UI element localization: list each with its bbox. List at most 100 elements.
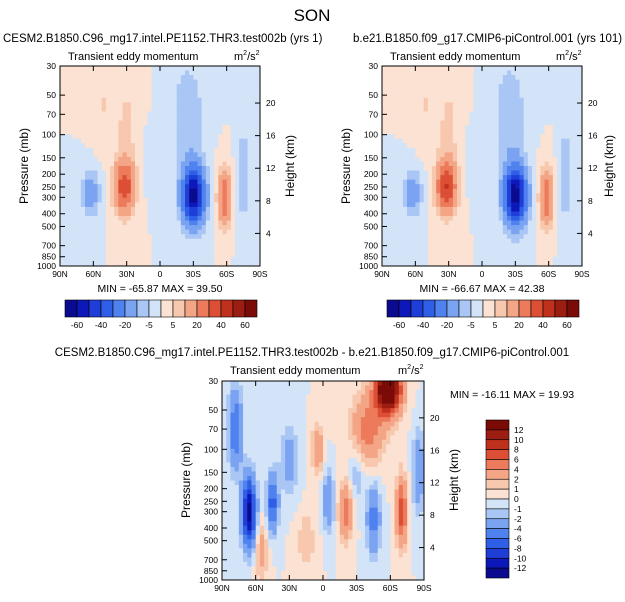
panel-2-cell [552, 252, 558, 258]
panel-1-cell [197, 129, 203, 135]
panel-1-cell [118, 116, 124, 122]
panel-1-cell [143, 206, 149, 213]
panel-2-cell [527, 79, 533, 85]
panel-3-cell [314, 430, 320, 436]
panel-1-cell [85, 84, 90, 90]
panel-1-cell [151, 147, 157, 153]
panel-3-cell [289, 403, 295, 409]
panel-2-cell [515, 252, 521, 258]
panel-2-cell [561, 70, 566, 76]
panel-1-cell [201, 88, 207, 94]
panel-1-cell [222, 243, 228, 249]
panel-1-cell [139, 129, 144, 135]
panel-1-cell [230, 202, 236, 208]
panel-2-cell [398, 70, 404, 76]
panel-2-cell [432, 243, 437, 249]
panel-2-cell [436, 261, 441, 266]
panel-2-cell [423, 129, 429, 135]
panel-3-cell [226, 412, 232, 418]
panel-2-cell [415, 234, 421, 240]
panel-2-cell [394, 97, 400, 103]
panel-2-cell [527, 252, 533, 258]
panel-2-cell [394, 75, 400, 81]
panel-1-cell [214, 179, 219, 185]
panel-1-cell [172, 206, 178, 213]
panel-2-cell [415, 66, 421, 72]
panel-3-cell [415, 417, 421, 423]
panel-2-cell [448, 252, 454, 258]
panel-2-cell [411, 93, 416, 99]
panel-1-cell [114, 138, 119, 144]
panel-1-cell [93, 243, 99, 249]
panel-1-cell [101, 206, 107, 213]
panel-2-cell [490, 88, 496, 94]
panel-2-cell [486, 97, 491, 103]
panel-1-cell [135, 84, 140, 90]
panel-2-cell [569, 175, 575, 181]
panel-2-cell [486, 184, 491, 190]
panel-2-cell [519, 188, 525, 194]
panel-2-cell [461, 166, 466, 172]
panel-2-cell [552, 170, 558, 176]
panel-1-cell [76, 225, 82, 231]
panel-1-cell [155, 234, 161, 240]
panel-2-cell [452, 66, 458, 72]
panel-1-cell [168, 220, 174, 226]
panel-1-cell [122, 75, 128, 81]
panel-1-cell [168, 88, 174, 94]
panel-2-cell [548, 106, 554, 113]
panel-3-cell [390, 417, 396, 423]
panel-2-cell [436, 188, 441, 194]
panel-3-cell [411, 385, 417, 391]
panel-1-cell [243, 197, 249, 203]
panel-3-cell [293, 385, 299, 391]
panel-2-cell [544, 220, 550, 226]
panel-1-cell [214, 75, 219, 81]
panel-1-xtick-label: 90N [52, 269, 68, 279]
panel-2-cell [490, 229, 496, 235]
panel-1-cell [76, 184, 82, 190]
panel-2-cell [411, 75, 416, 81]
panel-3-cell [226, 417, 232, 423]
panel-2-cell [573, 97, 579, 103]
panel-1-cell [122, 220, 128, 226]
panel-1-cell [180, 88, 186, 94]
panel-1-cell [130, 216, 136, 222]
panel-1-cell [214, 125, 219, 131]
panel-3-cell [293, 381, 299, 387]
panel-1-cell [251, 66, 257, 72]
panel-2-cell [436, 166, 441, 172]
panel-3-cell [394, 426, 400, 432]
panel-2-cell [482, 193, 487, 199]
panel-2-cell [536, 88, 541, 94]
panel-1-xtick-label: 60S [219, 269, 234, 279]
panel-1-cell [80, 256, 86, 263]
panel-3-cell [247, 412, 253, 418]
panel-1-cell [97, 70, 103, 76]
panel-1-cell [189, 120, 194, 126]
panel-2-cell [494, 220, 500, 226]
panel-1-cell [185, 70, 190, 76]
panel-2-cell [540, 156, 546, 163]
panel-2-ytick-label: 70 [369, 109, 379, 119]
panel-2-cell [394, 179, 400, 185]
panel-2-y2tick-label: 20 [588, 98, 598, 108]
panel-3-cell [264, 421, 269, 427]
panel-1-cell [180, 138, 186, 144]
panel-1-cell [130, 93, 136, 99]
panel-2-cell [540, 170, 546, 176]
panel-1-cell [189, 220, 194, 226]
panel-2-cell [507, 79, 512, 85]
panel-2-cell [544, 247, 550, 253]
panel-2-cell [423, 234, 429, 240]
panel-1-cell [218, 256, 224, 263]
panel-1-cell [164, 166, 169, 172]
panel-2-cell [448, 161, 454, 167]
panel-1-cell [114, 179, 119, 185]
panel-1-cell [64, 147, 69, 153]
panel-2-cell [411, 261, 416, 266]
panel-2-cell [548, 125, 554, 131]
panel-2-cell [436, 88, 441, 94]
panel-1-cell [114, 256, 119, 263]
panel-1-ytick-label: 500 [42, 221, 56, 231]
